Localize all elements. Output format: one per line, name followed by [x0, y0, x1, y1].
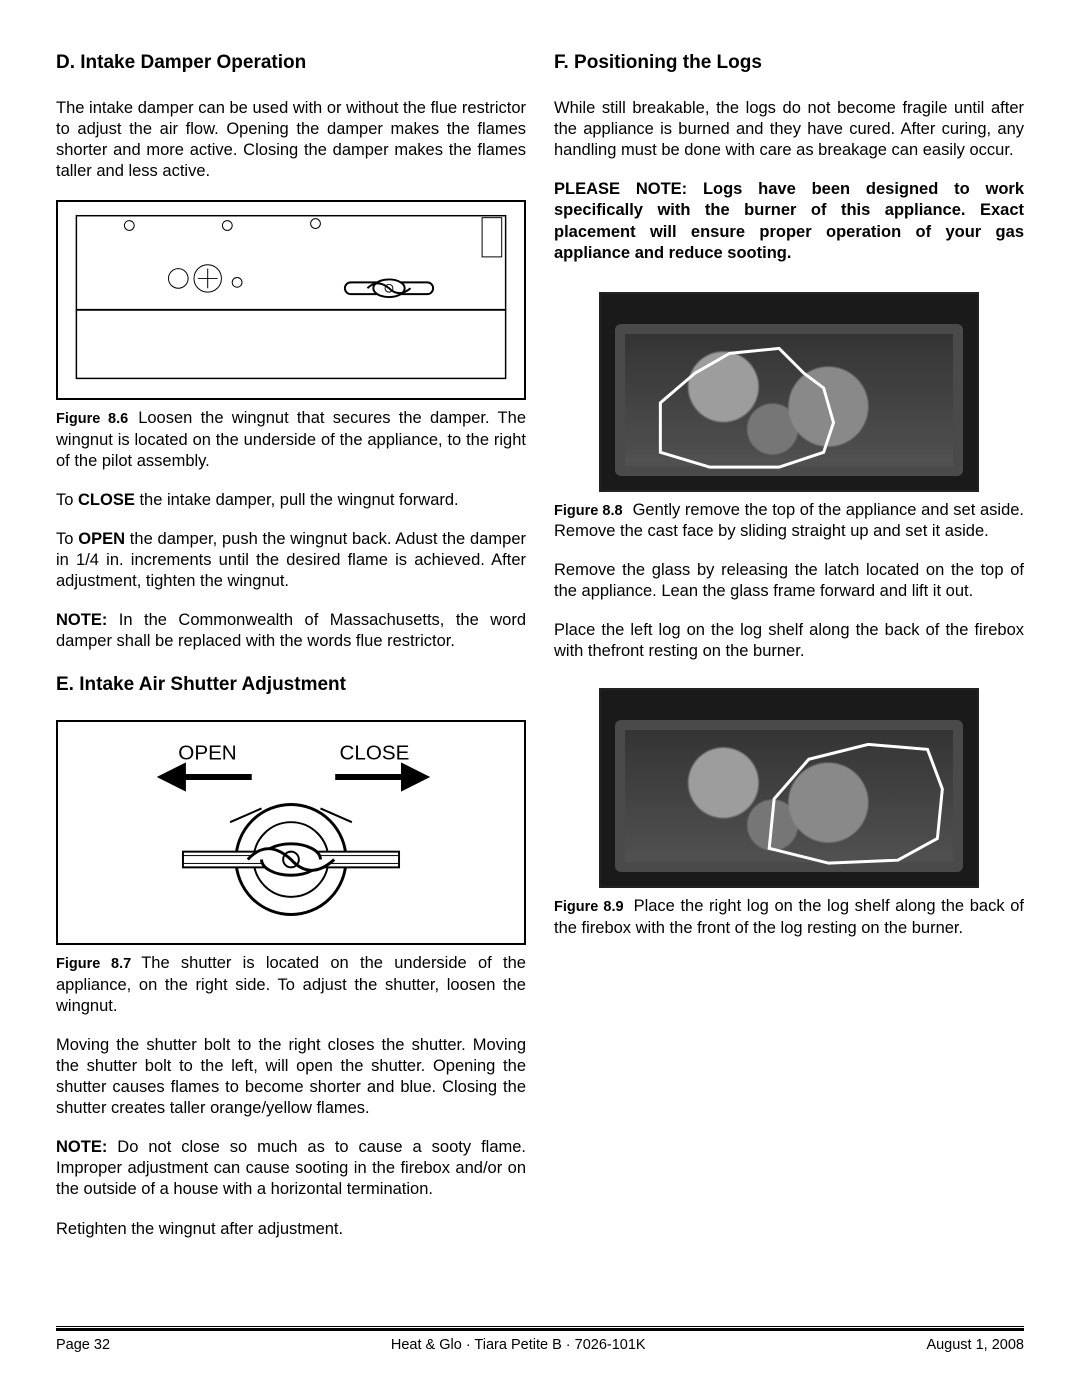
- figure-8-7-caption: Figure 8.7The shutter is located on the …: [56, 953, 526, 1016]
- figure-8-8-number: Figure 8.8: [554, 503, 623, 519]
- shutter-move-text: Moving the shutter bolt to the right clo…: [56, 1035, 526, 1119]
- figure-8-7: OPEN CLOSE: [56, 720, 526, 945]
- figure-8-6-number: Figure 8.6: [56, 411, 128, 427]
- remove-glass-text: Remove the glass by releasing the latch …: [554, 560, 1024, 602]
- figure-8-6-caption: Figure 8.6Loosen the wingnut that secure…: [56, 408, 526, 471]
- section-d-intro: The intake damper can be used with or wi…: [56, 98, 526, 182]
- section-e-note: NOTE: Do not close so much as to cause a…: [56, 1137, 526, 1200]
- section-e-title: E. Intake Air Shutter Adjustment: [56, 674, 526, 696]
- retighten-text: Retighten the wingnut after adjustment.: [56, 1219, 526, 1240]
- figure-8-8-photo: [599, 292, 979, 492]
- footer-date: August 1, 2008: [926, 1337, 1024, 1353]
- open-label: OPEN: [178, 742, 236, 765]
- please-note: PLEASE NOTE: Logs have been designed to …: [554, 179, 1024, 263]
- figure-8-7-number: Figure 8.7: [56, 956, 131, 972]
- figure-8-9-photo: [599, 688, 979, 888]
- section-d-title: D. Intake Damper Operation: [56, 52, 526, 74]
- figure-8-9-number: Figure 8.9: [554, 899, 624, 915]
- page-footer: Page 32 Heat & Glo · Tiara Petite B · 70…: [56, 1326, 1024, 1353]
- close-label: CLOSE: [340, 742, 410, 765]
- log-outline-right: [601, 690, 977, 888]
- figure-8-8-caption: Figure 8.8Gently remove the top of the a…: [554, 500, 1024, 542]
- left-column: D. Intake Damper Operation The intake da…: [56, 52, 526, 1258]
- open-instruction: To OPEN the damper, push the wingnut bac…: [56, 529, 526, 592]
- left-log-text: Place the left log on the log shelf alon…: [554, 620, 1024, 662]
- section-d-note: NOTE: In the Commonwealth of Massachuset…: [56, 610, 526, 652]
- footer-page: Page 32: [56, 1337, 110, 1353]
- footer-center: Heat & Glo · Tiara Petite B · 7026-101K: [391, 1337, 646, 1353]
- section-f-intro: While still breakable, the logs do not b…: [554, 98, 1024, 161]
- shutter-diagram: OPEN CLOSE: [58, 722, 524, 943]
- figure-8-6: [56, 200, 526, 400]
- log-outline-left: [601, 294, 977, 492]
- damper-diagram: [58, 202, 524, 398]
- right-column: F. Positioning the Logs While still brea…: [554, 52, 1024, 1258]
- figure-8-9-caption: Figure 8.9Place the right log on the log…: [554, 896, 1024, 938]
- close-instruction: To CLOSE the intake damper, pull the win…: [56, 490, 526, 511]
- section-f-title: F. Positioning the Logs: [554, 52, 1024, 74]
